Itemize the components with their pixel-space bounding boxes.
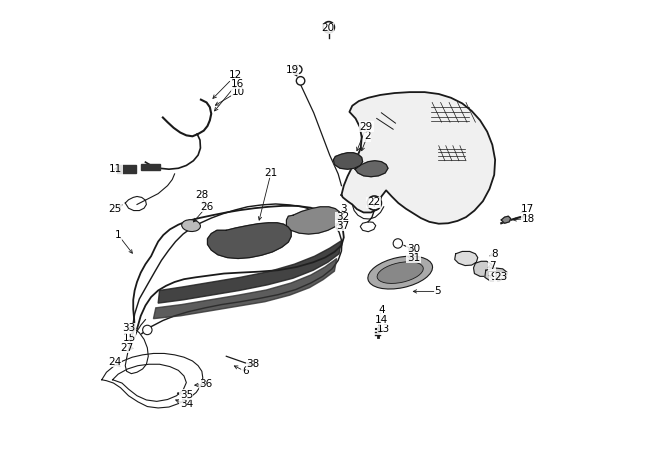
- Text: 22: 22: [367, 197, 380, 207]
- Text: 18: 18: [521, 213, 535, 224]
- Text: 7: 7: [489, 260, 496, 271]
- Polygon shape: [355, 161, 388, 177]
- Text: 31: 31: [407, 252, 420, 263]
- Ellipse shape: [377, 262, 423, 283]
- Polygon shape: [473, 261, 493, 276]
- Text: 5: 5: [434, 286, 441, 297]
- Polygon shape: [485, 268, 508, 281]
- Text: 28: 28: [195, 190, 209, 200]
- Text: 20: 20: [321, 23, 334, 33]
- Text: 9: 9: [490, 272, 497, 282]
- Polygon shape: [360, 222, 376, 232]
- Text: 37: 37: [336, 220, 349, 231]
- Text: 36: 36: [200, 379, 213, 390]
- Text: 26: 26: [200, 202, 213, 212]
- Ellipse shape: [181, 219, 200, 232]
- Polygon shape: [501, 216, 511, 223]
- Text: 10: 10: [231, 86, 244, 97]
- Polygon shape: [141, 164, 159, 170]
- Polygon shape: [133, 206, 344, 341]
- Text: 33: 33: [122, 323, 135, 333]
- Circle shape: [296, 77, 305, 85]
- Text: 6: 6: [242, 366, 248, 376]
- Polygon shape: [455, 251, 478, 266]
- Polygon shape: [333, 153, 363, 169]
- Polygon shape: [158, 241, 341, 303]
- Text: 38: 38: [246, 359, 260, 369]
- Text: 29: 29: [359, 122, 373, 132]
- Text: 13: 13: [377, 324, 391, 334]
- Text: 14: 14: [375, 314, 389, 325]
- Text: 24: 24: [109, 357, 122, 367]
- Circle shape: [294, 65, 302, 74]
- Polygon shape: [117, 165, 136, 173]
- Text: 35: 35: [179, 390, 193, 400]
- Polygon shape: [102, 353, 203, 408]
- Text: 34: 34: [179, 399, 193, 409]
- Circle shape: [323, 22, 334, 33]
- Text: 15: 15: [122, 333, 136, 344]
- Polygon shape: [153, 258, 337, 319]
- Text: 23: 23: [495, 272, 508, 282]
- Text: 4: 4: [378, 305, 385, 315]
- Polygon shape: [125, 329, 148, 374]
- Text: 12: 12: [229, 70, 242, 80]
- Circle shape: [393, 239, 402, 248]
- Circle shape: [367, 196, 382, 210]
- Text: 19: 19: [285, 64, 299, 75]
- Text: 1: 1: [115, 230, 122, 240]
- Text: 32: 32: [336, 212, 349, 222]
- Text: 11: 11: [109, 164, 122, 174]
- Text: 8: 8: [491, 249, 497, 259]
- Text: 25: 25: [108, 204, 121, 214]
- Polygon shape: [341, 92, 495, 224]
- Circle shape: [142, 325, 152, 335]
- Text: 21: 21: [265, 168, 278, 178]
- Text: 16: 16: [231, 78, 244, 89]
- Ellipse shape: [368, 256, 432, 289]
- Polygon shape: [207, 223, 291, 259]
- Text: 27: 27: [120, 343, 133, 353]
- Text: 30: 30: [407, 244, 420, 254]
- Text: 3: 3: [341, 204, 347, 214]
- Polygon shape: [287, 207, 341, 234]
- Text: 17: 17: [521, 204, 534, 214]
- Text: 2: 2: [364, 131, 370, 141]
